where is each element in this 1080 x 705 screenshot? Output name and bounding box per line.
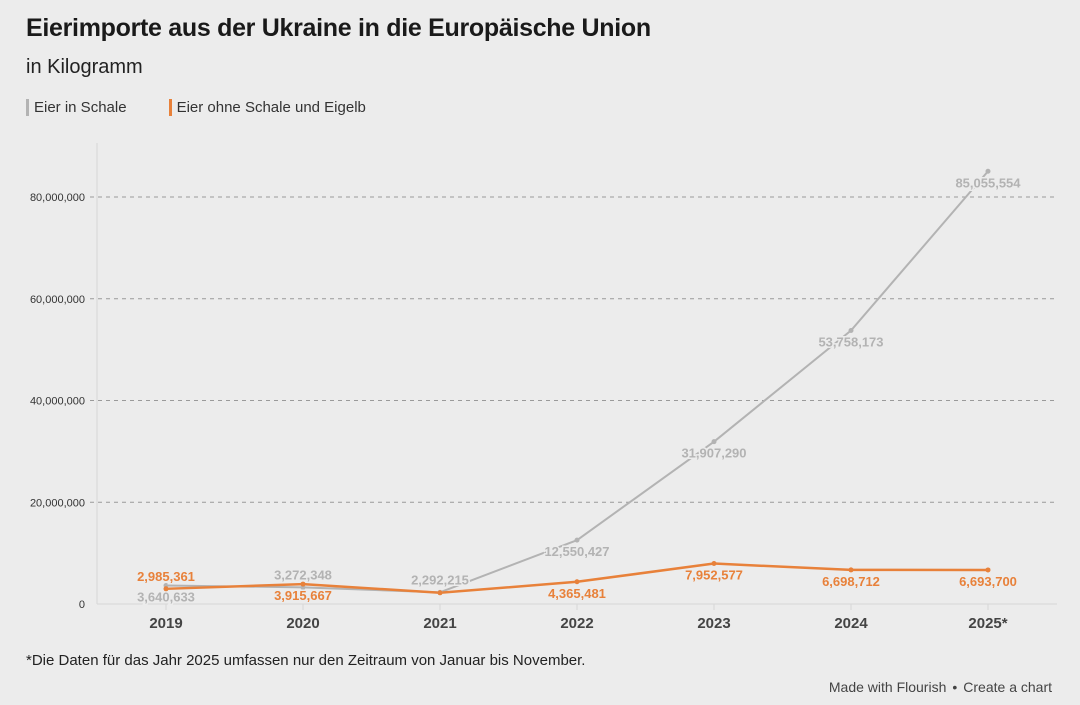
data-label: 12,550,427 [544, 544, 609, 559]
credit: Made with Flourish • Create a chart [829, 679, 1052, 695]
y-tick-label: 20,000,000 [30, 497, 85, 509]
legend-swatch-orange [168, 99, 172, 116]
data-point [574, 537, 580, 543]
data-point [574, 579, 580, 585]
x-tick-label: 2019 [149, 615, 182, 632]
footnote: *Die Daten für das Jahr 2025 umfassen nu… [26, 652, 586, 669]
separator: • [952, 679, 958, 695]
y-tick-label: 0 [79, 599, 85, 611]
data-point [848, 567, 854, 573]
data-label: 53,758,173 [818, 335, 883, 350]
chart-title: Eierimporte aus der Ukraine in die Europ… [26, 14, 651, 42]
legend-swatch-grey [26, 99, 29, 116]
x-tick-label: 2021 [423, 615, 456, 632]
data-label: 7,952,577 [685, 568, 743, 583]
data-label: 6,698,712 [822, 574, 880, 589]
x-tick-label: 2025* [968, 615, 1007, 632]
data-point [848, 328, 854, 334]
legend-label: Eier ohne Schale und Eigelb [176, 99, 366, 116]
data-point [437, 590, 443, 596]
x-tick-label: 2024 [834, 615, 868, 632]
create-chart-link[interactable]: Create a chart [963, 679, 1052, 695]
x-tick-label: 2023 [697, 615, 730, 632]
data-point [300, 581, 306, 587]
x-tick-label: 2022 [560, 615, 593, 632]
legend-label: Eier in Schale [34, 99, 127, 116]
data-label: 6,693,700 [959, 574, 1017, 589]
data-label: 3,640,633 [137, 589, 195, 604]
made-with-flourish-link[interactable]: Made with Flourish [828, 679, 947, 695]
legend-item-eier-in-schale[interactable]: Eier in Schale [26, 99, 127, 116]
data-point [985, 168, 991, 174]
data-point [985, 567, 991, 573]
data-label: 31,907,290 [681, 446, 746, 461]
data-label: 2,292,215 [411, 572, 469, 587]
data-label: 3,915,667 [274, 588, 332, 603]
data-label: 2,985,361 [137, 569, 195, 584]
chart-subtitle: in Kilogramm [26, 56, 143, 78]
data-point [711, 561, 717, 567]
y-tick-label: 80,000,000 [30, 192, 85, 204]
x-tick-label: 2020 [286, 615, 319, 632]
y-tick-label: 40,000,000 [30, 396, 85, 408]
y-tick-label: 60,000,000 [30, 294, 85, 306]
data-point [163, 586, 169, 592]
legend-item-eier-ohne-schale[interactable]: Eier ohne Schale und Eigelb [168, 99, 366, 116]
series-line-eier-in-schale [165, 170, 989, 594]
data-label: 4,365,481 [548, 586, 606, 601]
data-point [711, 439, 717, 445]
legend: Eier in Schale Eier ohne Schale und Eige… [26, 99, 366, 116]
data-label: 3,272,348 [274, 567, 332, 582]
data-label: 85,055,554 [955, 175, 1021, 190]
